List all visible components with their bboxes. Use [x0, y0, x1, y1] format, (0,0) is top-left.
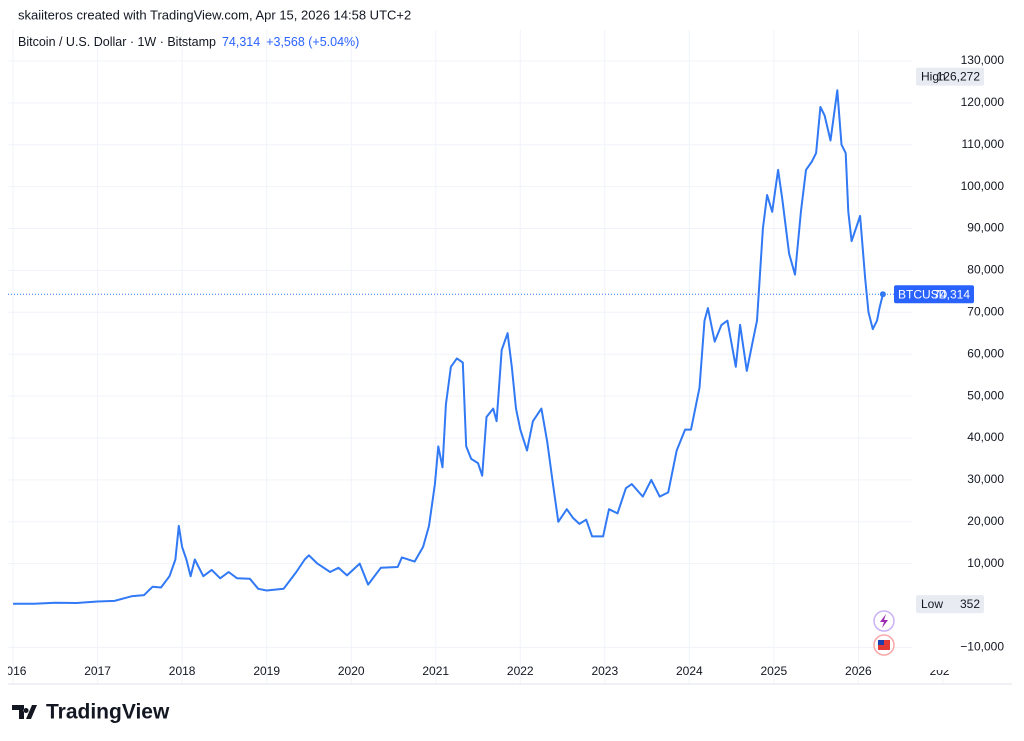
- x-tick-label: 2026: [845, 664, 872, 678]
- x-tick-label: 2019: [253, 664, 280, 678]
- y-tick-label: 50,000: [967, 388, 1004, 402]
- x-tick-label: 2020: [338, 664, 365, 678]
- price-axis-panel: [912, 30, 1012, 670]
- icons: [873, 610, 895, 656]
- y-tick-label: 20,000: [967, 514, 1004, 528]
- high-tag-value: 126,272: [937, 70, 981, 84]
- y-tick-label: 130,000: [961, 53, 1005, 67]
- y-tick-label: 80,000: [967, 263, 1004, 277]
- x-tick-label: 2023: [591, 664, 618, 678]
- price-line: [13, 89, 884, 605]
- y-tick-label: 30,000: [967, 472, 1004, 486]
- y-axis: −10,000 10,000 20,000 30,000 40,000 50,000 60,…: [960, 53, 1004, 653]
- symbol: Bitcoin / U.S. Dollar · 1W · Bitstamp: [18, 35, 216, 49]
- low-tag-label: Low: [921, 597, 943, 611]
- change: +3,568 (+5.04%): [266, 35, 359, 49]
- low-tag: [916, 595, 984, 614]
- legend: Bitcoin / U.S. Dollar · 1W · Bitstamp 74,…: [18, 35, 359, 49]
- x-tick-label: 2024: [676, 664, 703, 678]
- low-tag-value: 352: [960, 597, 980, 611]
- price: 74,314: [222, 35, 260, 49]
- x-tick-label: 2021: [422, 664, 449, 678]
- plot-area: [8, 89, 912, 605]
- high-tag: [916, 67, 984, 86]
- y-tick-label: 100,000: [961, 179, 1005, 193]
- last-point: [879, 291, 886, 298]
- credit: skaiiteros created with TradingView.com,…: [18, 7, 411, 22]
- y-tick-label: 10,000: [967, 556, 1004, 570]
- y-tick-label: 60,000: [967, 346, 1004, 360]
- price-tag-name: BTCUSD: [898, 287, 948, 301]
- x-tick-label: 2022: [507, 664, 534, 678]
- price-tag-value: 74,314: [933, 287, 970, 301]
- y-tick-label: 90,000: [967, 221, 1004, 235]
- y-tick-label: −10,000: [960, 640, 1004, 654]
- y-tick-label: 70,000: [967, 304, 1004, 318]
- brand: TradingView: [46, 701, 170, 724]
- logo: TradingView: [12, 701, 170, 724]
- x-tick-label: 2016: [0, 664, 27, 678]
- y-tick-label: 110,000: [962, 137, 1005, 151]
- price-tag: [894, 285, 974, 304]
- x-tick-label: 2018: [169, 664, 196, 678]
- high-tag-label: High: [921, 70, 946, 84]
- x-tick-label: 2025: [761, 664, 788, 678]
- x-tick-label: 2017: [84, 664, 111, 678]
- y-tick-label: 120,000: [961, 95, 1005, 109]
- grid: [8, 30, 944, 684]
- y-tick-label: 40,000: [967, 430, 1004, 444]
- x-axis: 2016 2017 2018 2019 2020 2021 2022 2023 2024 2025…: [0, 664, 950, 678]
